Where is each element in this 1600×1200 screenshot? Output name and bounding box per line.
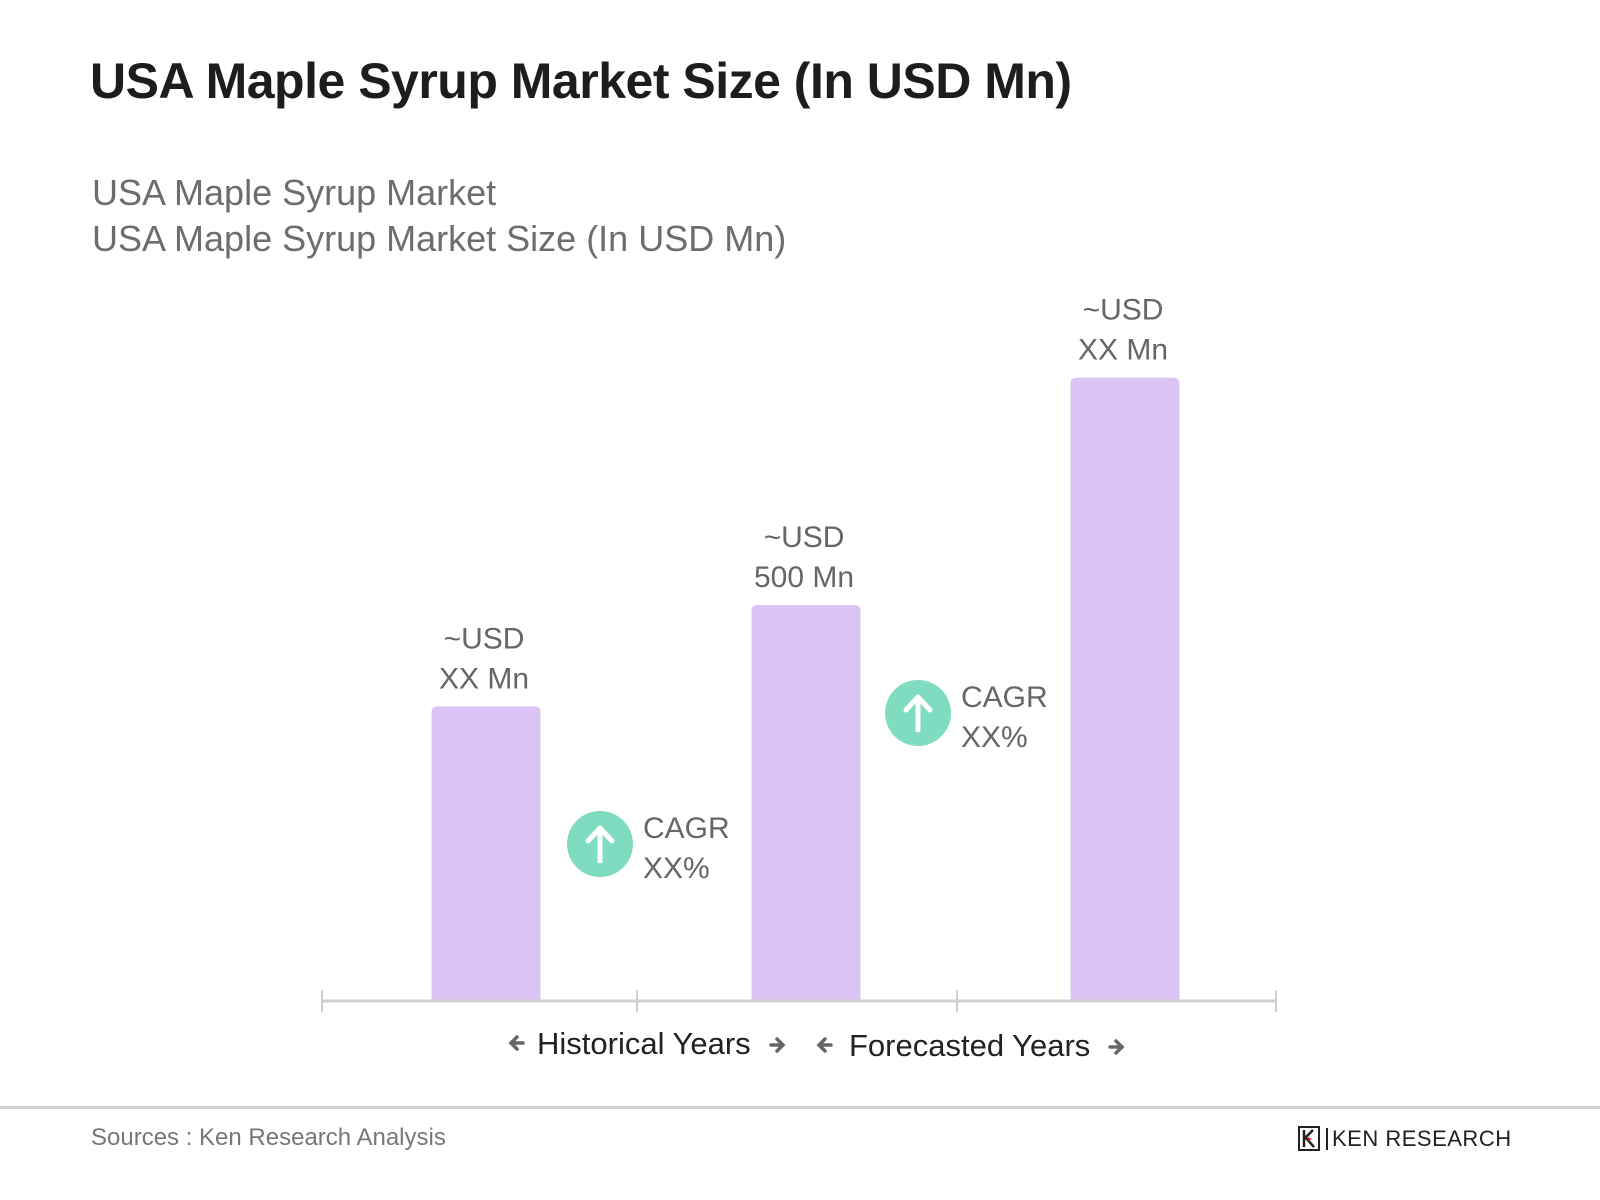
period-label-historical: Historical Years — [537, 1026, 751, 1061]
data-label: ~USD — [444, 622, 525, 655]
chart-subtitle-2: USA Maple Syrup Market Size (In USD Mn) — [92, 218, 787, 259]
data-label: XX Mn — [1078, 334, 1168, 367]
bar — [751, 605, 861, 1001]
arrow-left-icon — [508, 1035, 525, 1051]
arrow-right-icon — [769, 1037, 786, 1053]
arrow-right-icon — [1108, 1039, 1125, 1055]
data-label: XX Mn — [439, 662, 529, 695]
period-label-forecasted: Forecasted Years — [849, 1028, 1090, 1063]
data-label: ~USD — [1083, 294, 1164, 327]
logo-divider — [1326, 1128, 1328, 1150]
arrow-up-glyph — [903, 694, 933, 733]
cagr-label: CAGR — [961, 681, 1048, 714]
cagr-value: XX% — [961, 721, 1028, 754]
data-label: 500 Mn — [754, 561, 854, 594]
page-title: USA Maple Syrup Market Size (In USD Mn) — [90, 53, 1072, 109]
bar — [1070, 377, 1180, 1001]
footer-divider — [0, 1106, 1600, 1109]
chart-subtitle: USA Maple Syrup Market — [92, 172, 497, 213]
ken-logo-icon — [1298, 1126, 1320, 1151]
sources-note: Sources : Ken Research Analysis — [91, 1124, 446, 1151]
bar-chart: ~USD XX Mn ~USD 500 Mn ~USD XX Mn CAGR XX% CAGR X… — [321, 294, 1277, 1063]
bar — [431, 706, 541, 1001]
arrow-up-glyph — [585, 825, 615, 864]
logo-text: KEN RESEARCH — [1332, 1126, 1512, 1151]
cagr-label: CAGR — [643, 812, 730, 845]
ken-research-logo: KEN RESEARCH — [1298, 1126, 1512, 1152]
data-label: ~USD — [764, 521, 845, 554]
cagr-value: XX% — [643, 852, 710, 885]
arrow-left-icon — [816, 1037, 833, 1053]
